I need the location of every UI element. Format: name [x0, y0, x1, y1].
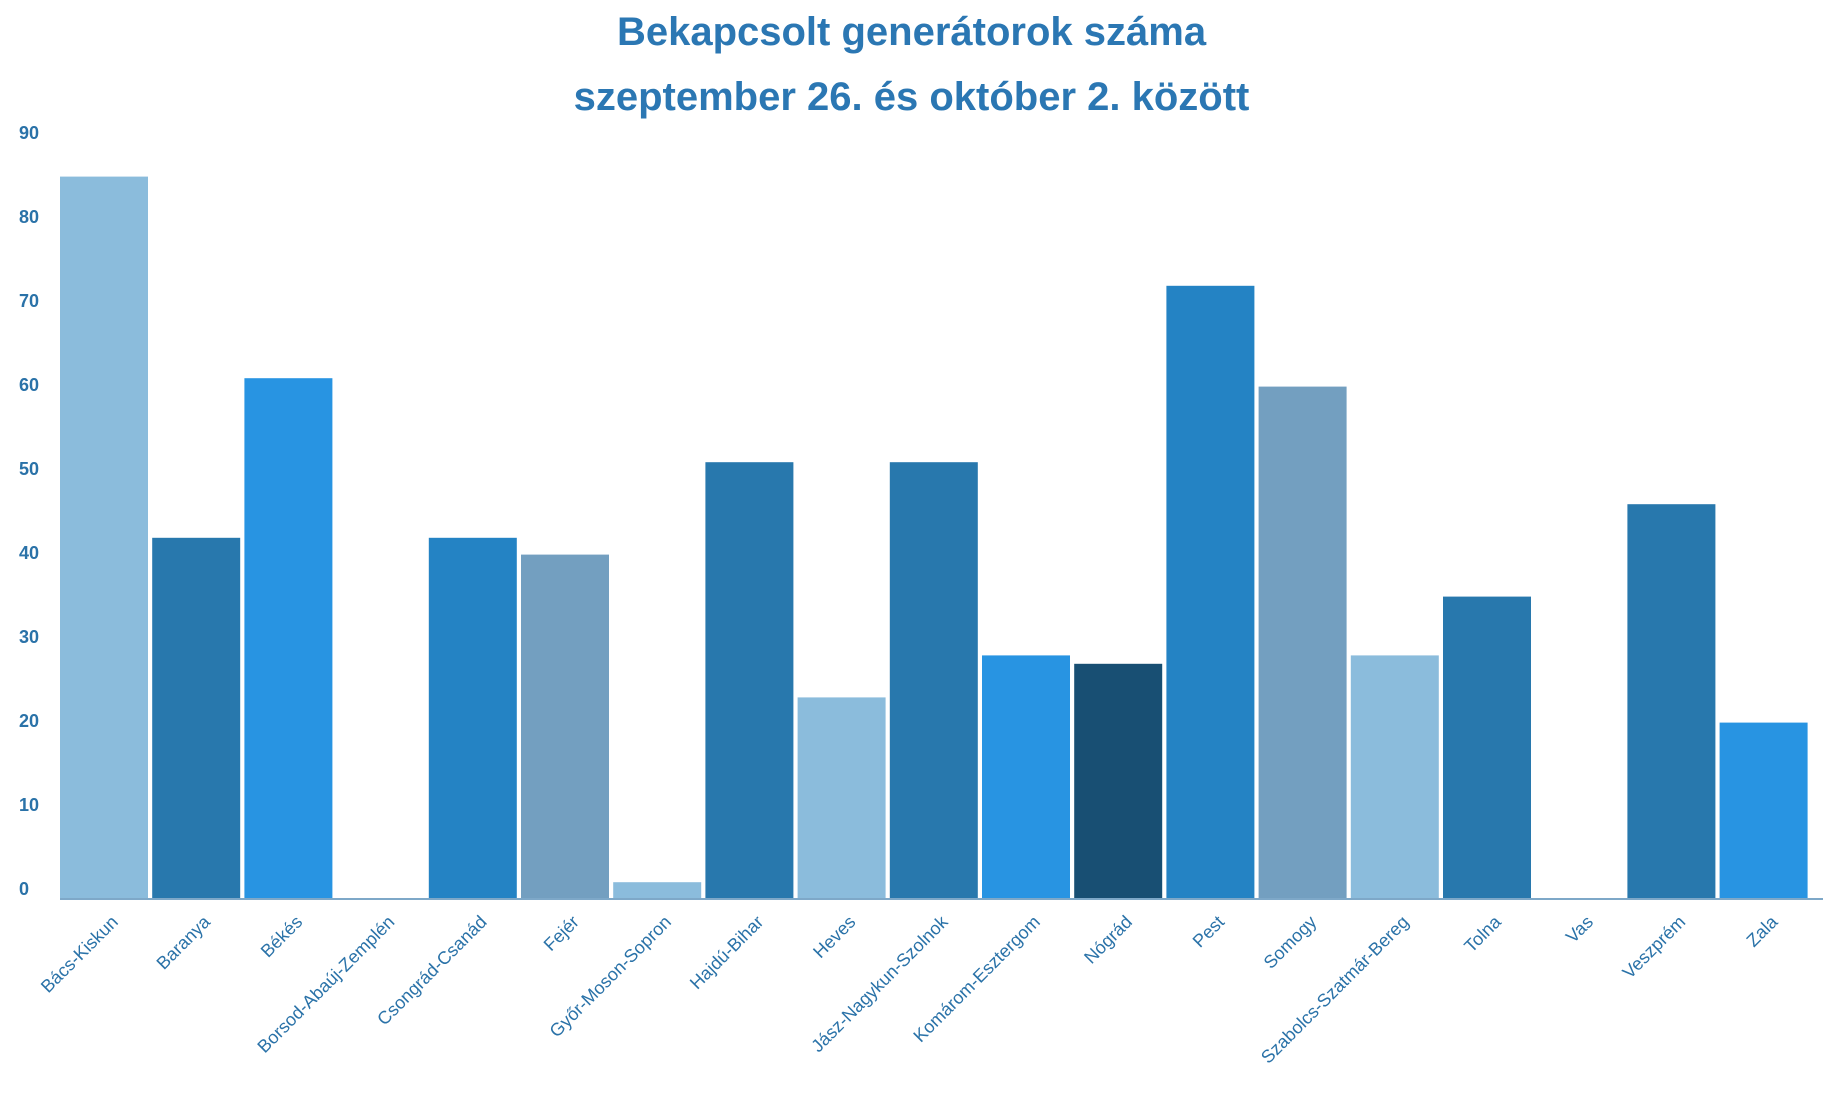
chart-title: Bekapcsolt generátorok száma: [616, 10, 1207, 54]
y-tick-label: 80: [19, 207, 39, 227]
y-tick-label: 70: [19, 291, 39, 311]
bar: [1719, 722, 1808, 899]
x-category-label: Bács-Kiskun: [37, 912, 122, 997]
x-category-label: Zala: [1743, 911, 1783, 951]
bar: [244, 378, 333, 899]
y-tick-label: 20: [19, 711, 39, 731]
x-category-label: Hajdú-Bihar: [686, 912, 767, 993]
x-category-label: Fejér: [540, 912, 583, 955]
bar: [1166, 285, 1255, 899]
bar: [60, 176, 148, 900]
bar: [797, 697, 886, 899]
x-category-label: Tolna: [1460, 911, 1505, 956]
y-tick-label: 50: [19, 459, 39, 479]
y-tick-label: 30: [19, 627, 39, 647]
bar: [982, 655, 1070, 899]
bar: [1443, 596, 1531, 899]
y-tick-label: 0: [19, 879, 29, 899]
bar: [889, 462, 978, 899]
y-tick-label: 60: [19, 375, 39, 395]
bar: [1074, 663, 1163, 899]
y-axis-ticks: 0 10 20 30 40 50 60 70 80 90: [19, 123, 39, 899]
bar: [428, 537, 517, 899]
x-category-label: Békés: [257, 912, 307, 962]
x-category-label: Baranya: [153, 911, 215, 973]
x-category-label: Heves: [809, 912, 859, 962]
x-category-label: Veszprém: [1619, 912, 1690, 983]
y-tick-label: 90: [19, 123, 39, 143]
chart-subtitle: szeptember 26. és október 2. között: [573, 75, 1250, 119]
bar: [705, 462, 794, 899]
x-category-label: Nógrád: [1080, 912, 1136, 968]
x-category-label: Vas: [1562, 912, 1597, 947]
x-category-label: Szabolcs-Szatmár-Bereg: [1257, 912, 1413, 1068]
bars: [60, 176, 1808, 900]
bar: [521, 554, 609, 899]
bar: [152, 537, 241, 899]
y-tick-label: 10: [19, 795, 39, 815]
bar: [1258, 386, 1347, 900]
bar: [1350, 655, 1439, 899]
y-tick-label: 40: [19, 543, 39, 563]
x-category-label: Somogy: [1260, 912, 1321, 973]
x-category-label: Pest: [1189, 912, 1229, 952]
bar: [1627, 504, 1716, 899]
bar: [613, 882, 702, 899]
x-axis-labels: Bács-Kiskun Baranya BékésBorsod-Abaúj-Zemp…: [37, 911, 1782, 1067]
